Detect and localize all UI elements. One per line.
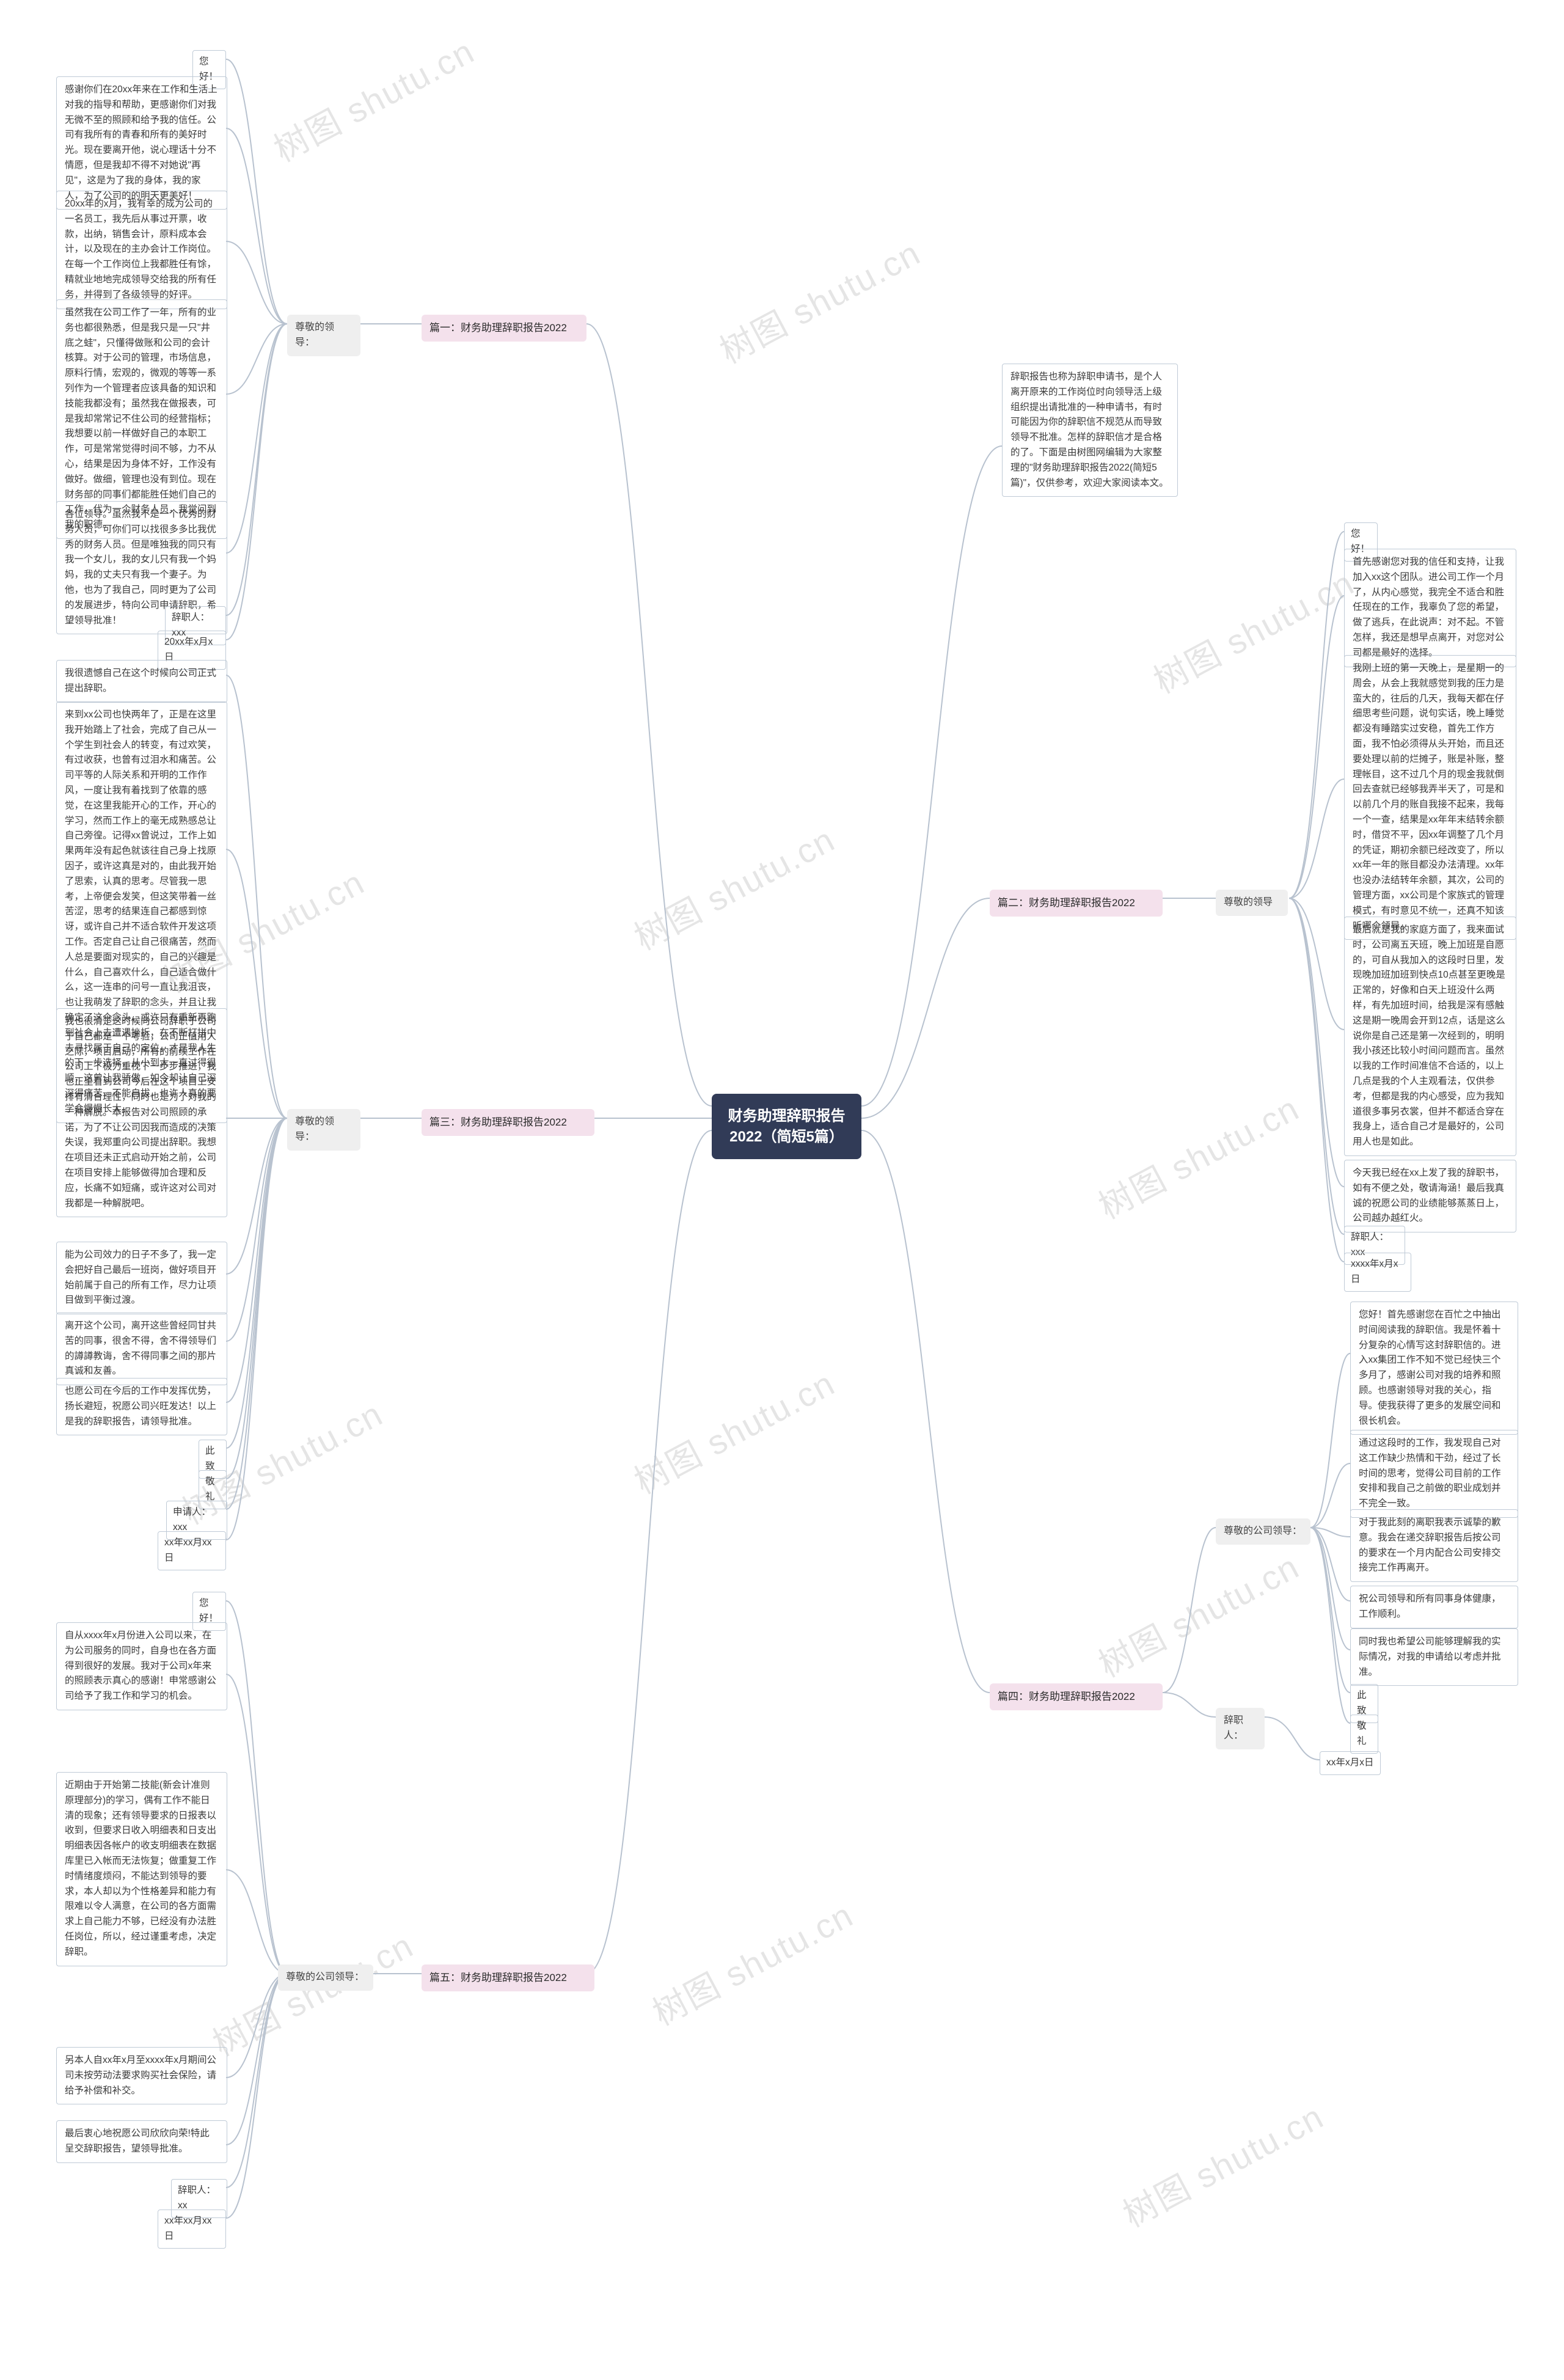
section-1-sub: 尊敬的领导： <box>287 315 360 356</box>
section-4-sign-label: 辞职人： <box>1216 1708 1265 1749</box>
watermark: 树图 shutu.cn <box>264 24 482 172</box>
s2-leaf-6: xxxx年x月x日 <box>1344 1253 1411 1292</box>
root-node: 财务助理辞职报告2022（简短5篇） <box>712 1094 861 1159</box>
watermark: 树图 shutu.cn <box>1144 556 1362 703</box>
watermark: 树图 shutu.cn <box>203 1919 421 2066</box>
s3-leaf-0: 我很遗憾自己在这个时候向公司正式提出辞职。 <box>56 660 227 703</box>
s4-leaf-8: xx年x月x日 <box>1320 1751 1381 1775</box>
s5-leaf-6: xx年xx月xx日 <box>158 2210 226 2249</box>
watermark: 树图 shutu.cn <box>1113 2090 1331 2237</box>
watermark: 树图 shutu.cn <box>1089 1082 1307 1229</box>
s3-leaf-3: 能为公司效力的日子不多了，我一定会把好自己最后一班岗，做好项目开始前属于自己的所… <box>56 1242 227 1314</box>
s4-leaf-6: 敬礼 <box>1350 1715 1378 1754</box>
section-5-title: 篇五：财务助理辞职报告2022 <box>422 1964 594 1991</box>
section-2-sub: 尊敬的领导 <box>1216 890 1288 916</box>
section-2-title: 篇二：财务助理辞职报告2022 <box>990 890 1163 917</box>
s4-leaf-3: 祝公司领导和所有同事身体健康，工作顺利。 <box>1350 1586 1518 1628</box>
s5-leaf-3: 另本人自xx年x月至xxxx年x月期间公司未按劳动法要求购买社会保险，请给予补偿… <box>56 2047 227 2104</box>
section-4-title: 篇四：财务助理辞职报告2022 <box>990 1683 1163 1710</box>
watermark: 树图 shutu.cn <box>624 1357 842 1504</box>
intro-text: 辞职报告也称为辞职申请书，是个人离开原来的工作岗位时向领导活上级组织提出请批准的… <box>1002 364 1178 497</box>
s3-leaf-5: 也愿公司在今后的工作中发挥优势，扬长避短，祝愿公司兴旺发达！以上是我的辞职报告，… <box>56 1378 227 1435</box>
s3-leaf-9: xx年xx月xx日 <box>158 1531 226 1570</box>
watermark: 树图 shutu.cn <box>643 1888 861 2035</box>
section-3-sub: 尊敬的领导： <box>287 1109 360 1151</box>
s3-leaf-4: 离开这个公司，离开这些曾经同甘共苦的同事，很舍不得，舍不得领导们的譐譐教诲，舍不… <box>56 1313 227 1385</box>
s5-leaf-2: 近期由于开始第二技能(新会计准则原理部分)的学习，偶有工作不能日清的现象；还有领… <box>56 1772 227 1966</box>
s4-leaf-2: 对于我此刻的离职我表示诚挚的歉意。我会在递交辞职报告后按公司的要求在一个月内配合… <box>1350 1509 1518 1582</box>
watermark: 树图 shutu.cn <box>624 813 842 960</box>
s4-leaf-4: 同时我也希望公司能够理解我的实际情况，对我的申请给以考虑并批准。 <box>1350 1628 1518 1686</box>
s1-leaf-2: 20xx年的x月，我有幸的成为公司的一名员工，我先后从事过开票，收款，出纳，销售… <box>56 191 227 309</box>
section-5-sub: 尊敬的公司领导： <box>278 1964 373 1991</box>
connector-layer <box>0 0 1564 2380</box>
s4-leaf-1: 通过这段时的工作，我发现自己对这工作缺少热情和干劲，经过了长时间的思考，觉得公司… <box>1350 1430 1518 1518</box>
s5-leaf-1: 自从xxxx年x月份进入公司以来，在为公司服务的同时，自身也在各方面得到很好的发… <box>56 1622 227 1710</box>
s2-leaf-2: 我刚上班的第一天晚上，是星期一的周会，从会上我就感觉到我的压力是蛮大的，往后的几… <box>1344 655 1516 940</box>
section-4-sub: 尊敬的公司领导： <box>1216 1518 1310 1545</box>
s1-leaf-1: 感谢你们在20xx年来在工作和生活上对我的指导和帮助，更感谢你们对我无微不至的照… <box>56 76 227 210</box>
section-1-title: 篇一：财务助理辞职报告2022 <box>422 315 586 342</box>
s4-leaf-0: 您好！首先感谢您在百忙之中抽出时间阅读我的辞职信。我是怀着十分复杂的心情写这封辞… <box>1350 1302 1518 1435</box>
watermark: 树图 shutu.cn <box>1089 1540 1307 1687</box>
s2-leaf-4: 今天我已经在xx上发了我的辞职书，如有不便之处，敬请海涵！最后我真诚的祝愿公司的… <box>1344 1160 1516 1232</box>
watermark: 树图 shutu.cn <box>710 226 928 373</box>
section-3-title: 篇三：财务助理辞职报告2022 <box>422 1109 594 1136</box>
s5-leaf-4: 最后衷心地祝愿公司欣欣向荣!特此呈交辞职报告，望领导批准。 <box>56 2120 227 2163</box>
s3-leaf-2: 我也很清楚这时候向公司辞职于公司于自己都是一个考验，公司正值用人之际，项目启动，… <box>56 1008 227 1217</box>
s2-leaf-3: 最后就是我的家庭方面了，我来面试时，公司离五天班，晚上加班是自愿的，可自从我加入… <box>1344 917 1516 1156</box>
s2-leaf-1: 首先感谢您对我的信任和支持，让我加入xx这个团队。进公司工作一个月了，从内心感觉… <box>1344 549 1516 667</box>
